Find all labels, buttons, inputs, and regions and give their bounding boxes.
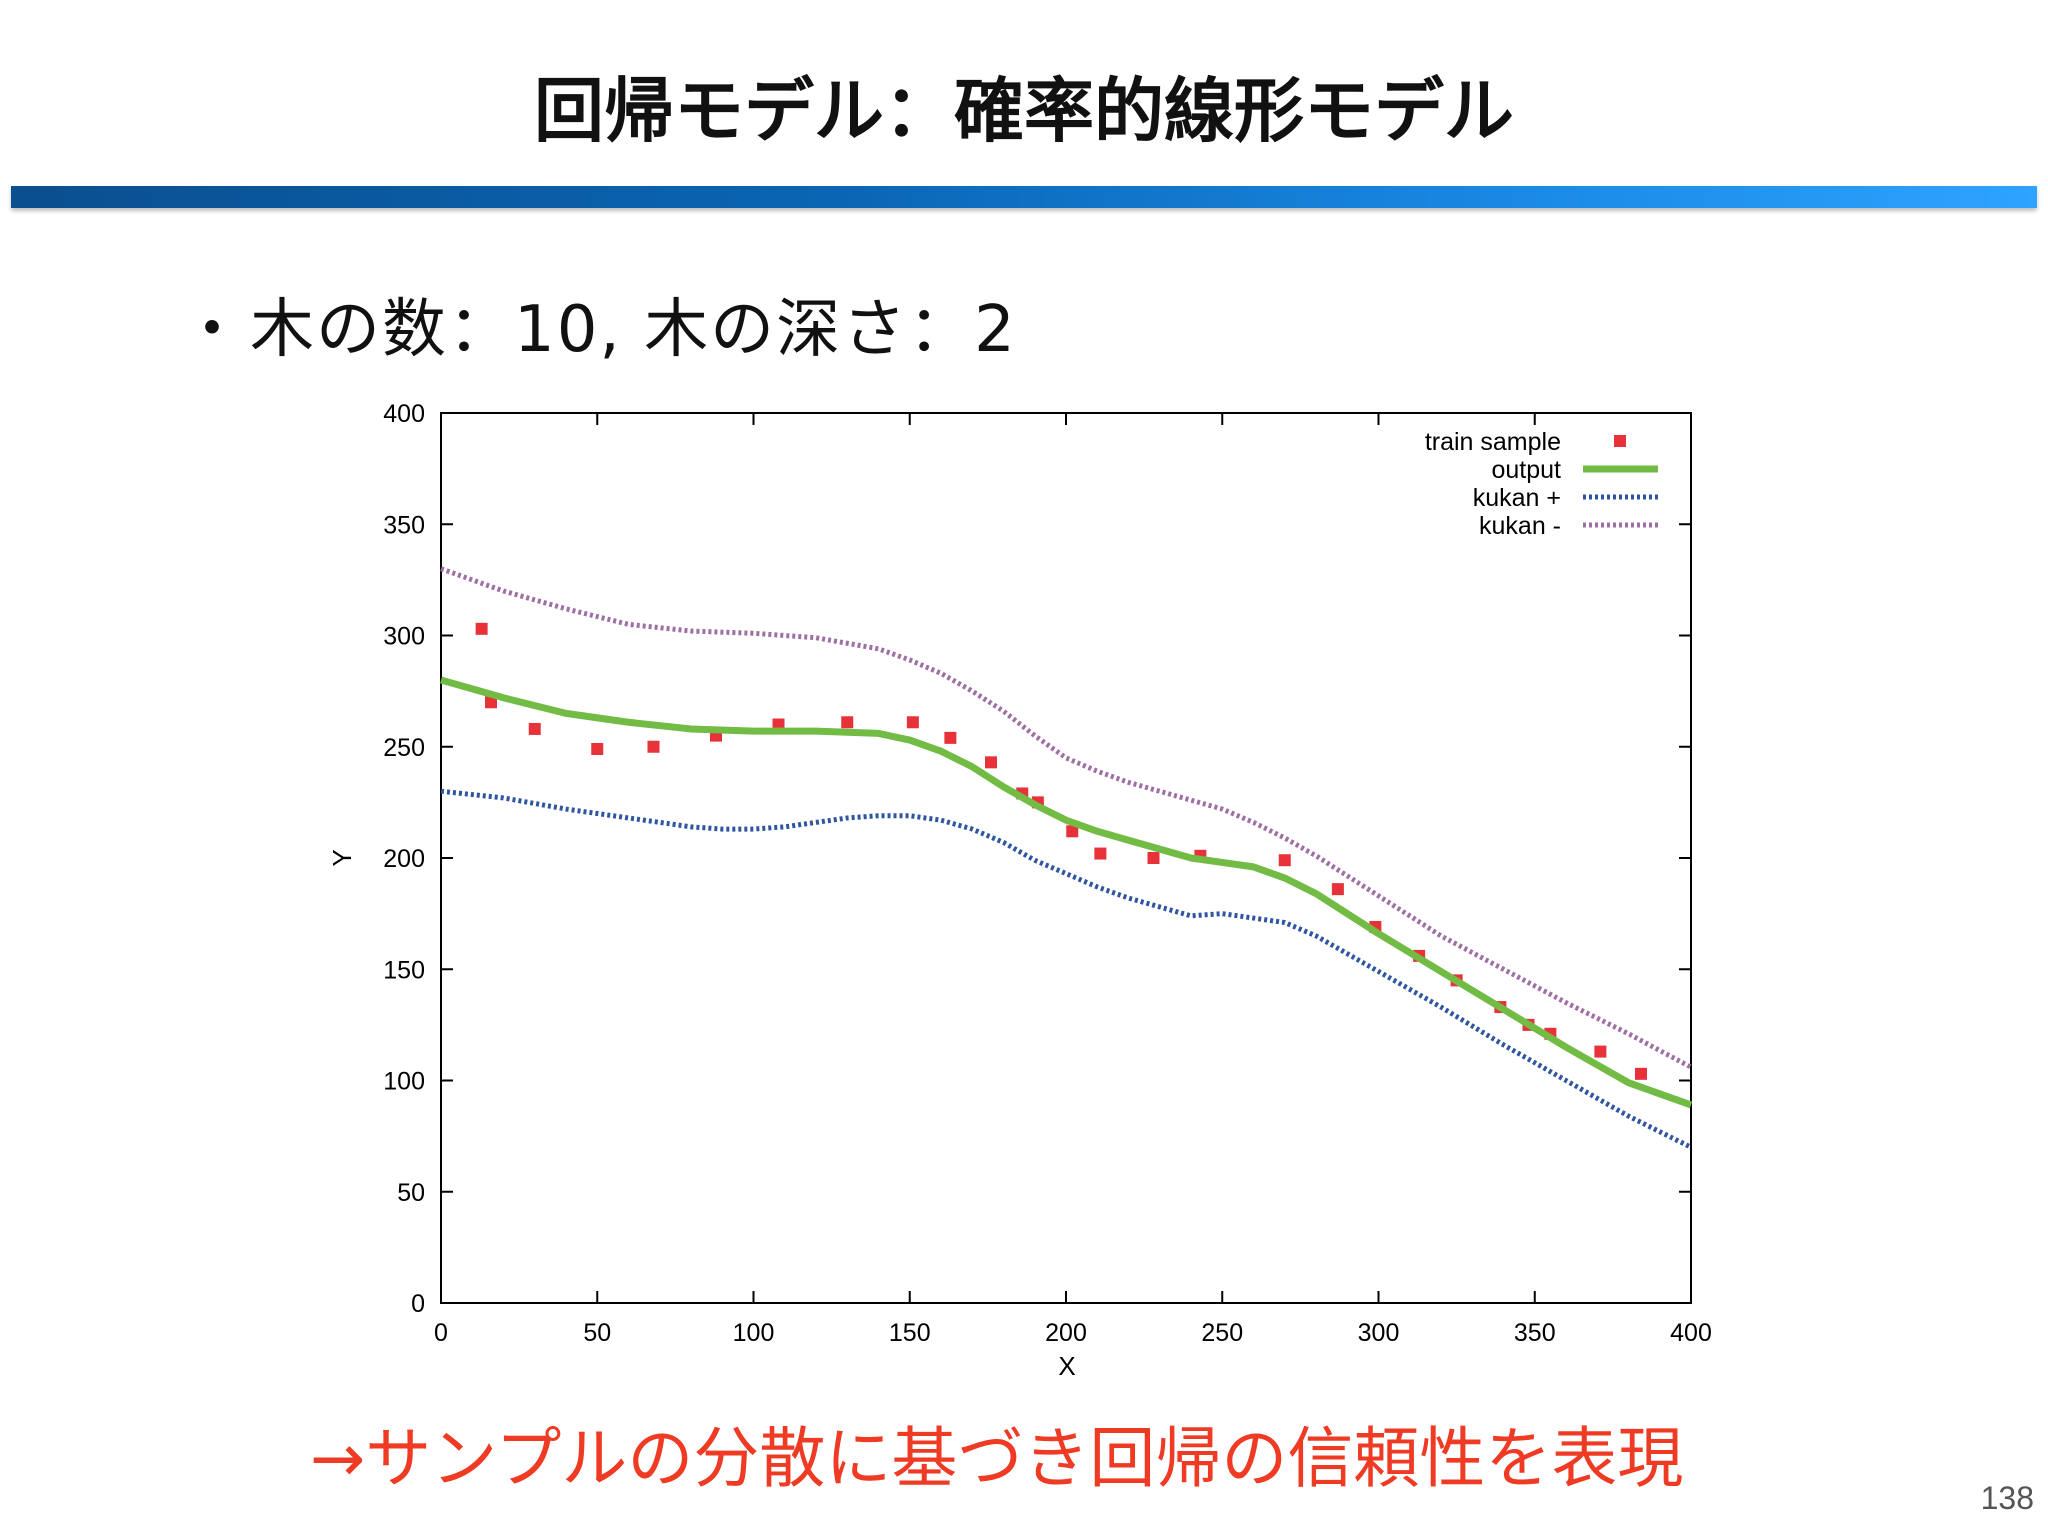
y-tick-label: 350 — [383, 511, 425, 539]
train-sample-point — [591, 742, 604, 755]
y-tick-label: 400 — [383, 400, 425, 428]
x-tick-label: 350 — [1514, 1319, 1556, 1347]
train-sample-point — [1066, 825, 1079, 838]
x-tick-label: 400 — [1670, 1319, 1712, 1347]
slide-title: 回帰モデル：確率的線形モデル — [534, 70, 1514, 152]
train-sample-point — [1147, 852, 1160, 864]
x-axis-label: X — [1058, 1351, 1075, 1381]
train-sample-point — [528, 722, 541, 735]
train-sample-point — [475, 622, 488, 635]
output-series-line — [440, 676, 1693, 1109]
plot-frame — [440, 412, 1692, 1304]
train-sample-point — [485, 696, 497, 709]
title-divider-bar — [11, 186, 2037, 208]
bullet-text: 木の数：10, 木の深さ：2 — [250, 293, 1017, 367]
train-sample-point — [841, 716, 854, 729]
axes-layer: 0 50 100 150 200 250 300 350 400 0 50 100 150 200 250 3… — [383, 400, 1712, 1347]
conclusion-text: →サンプルの分散に基づき回帰の信頼性を表現 — [310, 1420, 1684, 1497]
legend-label-train-sample: train sample — [1425, 428, 1561, 456]
kukan-series-line — [440, 566, 1693, 1070]
y-tick-label: 0 — [411, 1290, 425, 1318]
train-sample-point — [772, 718, 785, 731]
train-sample-point — [906, 716, 919, 729]
kukan-series-line — [440, 788, 1693, 1150]
train-sample-point — [985, 756, 997, 769]
train-sample-point — [1331, 883, 1344, 896]
y-axis-label: Y — [327, 849, 357, 866]
x-tick-label: 100 — [733, 1319, 775, 1347]
series-layer — [440, 566, 1693, 1150]
legend-swatch-train-sample — [1614, 435, 1626, 447]
train-sample-point — [1635, 1067, 1647, 1080]
x-tick-label: 0 — [434, 1319, 448, 1347]
legend-label-output: output — [1491, 456, 1561, 484]
page-number: 138 — [1980, 1480, 2034, 1516]
x-tick-label: 250 — [1201, 1319, 1243, 1347]
y-tick-label: 300 — [383, 623, 425, 651]
x-tick-label: 150 — [889, 1319, 931, 1347]
train-sample-point — [1278, 854, 1291, 867]
train-sample-point — [944, 731, 957, 744]
bullet-mark: ・ — [180, 293, 246, 367]
x-tick-label: 200 — [1045, 1319, 1087, 1347]
train-sample-point — [647, 740, 660, 753]
train-sample-point — [1094, 847, 1107, 860]
legend-label-kukan: kukan - — [1479, 512, 1561, 540]
y-tick-label: 100 — [383, 1068, 425, 1096]
train-sample-point — [1594, 1045, 1607, 1058]
legend-label-kukan: kukan + — [1473, 484, 1561, 512]
y-tick-label: 150 — [383, 956, 425, 984]
bullet-line: ・木の数：10, 木の深さ：2 — [180, 278, 1017, 370]
y-tick-label: 200 — [383, 845, 425, 873]
x-tick-label: 50 — [583, 1319, 611, 1347]
y-tick-label: 250 — [383, 734, 425, 762]
x-tick-label: 300 — [1358, 1319, 1400, 1347]
y-tick-label: 50 — [397, 1179, 425, 1207]
